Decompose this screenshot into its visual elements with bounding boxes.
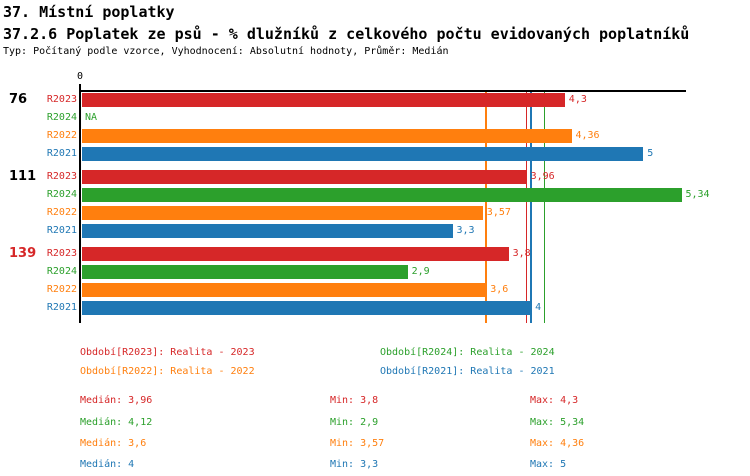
tick-label-R2023: R2023	[46, 171, 77, 182]
bar-R2023	[82, 247, 509, 261]
bar-R2021	[82, 301, 532, 315]
stat-max-R2024: Max: 5,34	[530, 417, 585, 428]
bar-R2024	[82, 265, 408, 279]
bar-value-label: 5	[647, 148, 654, 159]
tick-label-R2023: R2023	[46, 94, 77, 105]
median-line-R2023	[525, 92, 528, 323]
bar-value-label: 4,3	[568, 94, 587, 105]
bar-value-label: 4,36	[575, 130, 600, 141]
x-axis-line	[79, 90, 686, 92]
bar-R2023	[82, 93, 565, 107]
bar-R2022	[82, 283, 487, 297]
tick-label-R2021: R2021	[46, 225, 77, 236]
stat-median-R2024: Medián: 4,12	[80, 417, 153, 428]
bar-R2022	[82, 129, 572, 143]
stat-min-R2023: Min: 3,8	[330, 395, 379, 406]
bar-value-label: 3,96	[530, 171, 555, 182]
tick-label-R2023: R2023	[46, 248, 77, 259]
stat-max-R2022: Max: 4,36	[530, 438, 585, 449]
bar-R2022	[82, 206, 483, 220]
tick-label-R2022: R2022	[46, 284, 77, 295]
legend-item-R2023: Období[R2023]: Realita - 2023	[80, 347, 255, 358]
stat-min-R2022: Min: 3,57	[330, 438, 385, 449]
bar-value-label: 3,57	[486, 207, 511, 218]
axis-zero-label: 0	[76, 71, 84, 82]
legend-item-R2021: Období[R2021]: Realita - 2021	[380, 366, 555, 377]
legend-item-R2022: Období[R2022]: Realita - 2022	[80, 366, 255, 377]
chart-meta: Typ: Počítaný podle vzorce, Vyhodnocení:…	[3, 46, 449, 57]
bar-R2021	[82, 224, 453, 238]
tick-label-R2024: R2024	[46, 112, 77, 123]
stat-max-R2023: Max: 4,3	[530, 395, 579, 406]
tick-label-R2021: R2021	[46, 302, 77, 313]
stat-min-R2024: Min: 2,9	[330, 417, 379, 428]
tick-label-R2024: R2024	[46, 266, 77, 277]
group-label: 111	[9, 169, 37, 184]
bar-R2021	[82, 147, 644, 161]
bar-value-label: 2,9	[411, 266, 430, 277]
chart-subtitle: 37.2.6 Poplatek ze psů - % dlužníků z ce…	[3, 25, 690, 43]
bar-value-label: 5,34	[685, 189, 710, 200]
stat-max-R2021: Max: 5	[530, 459, 567, 470]
tick-label-R2021: R2021	[46, 148, 77, 159]
chart-title: 37. Místní poplatky	[3, 3, 175, 21]
bar-R2023	[82, 170, 527, 184]
stat-min-R2021: Min: 3,3	[330, 459, 379, 470]
tick-label-R2022: R2022	[46, 130, 77, 141]
bar-value-label: 3,3	[456, 225, 475, 236]
stat-median-R2021: Medián: 4	[80, 459, 135, 470]
bar-value-label: 4	[535, 302, 542, 313]
group-label: 76	[9, 92, 28, 107]
stat-median-R2023: Medián: 3,96	[80, 395, 153, 406]
bar-R2024	[82, 188, 682, 202]
median-line-R2024	[543, 92, 545, 323]
na-label: NA	[85, 112, 98, 123]
bar-value-label: 3,8	[512, 248, 531, 259]
legend-item-R2024: Období[R2024]: Realita - 2024	[380, 347, 555, 358]
group-label: 139	[9, 246, 37, 261]
stat-median-R2022: Medián: 3,6	[80, 438, 147, 449]
tick-label-R2024: R2024	[46, 189, 77, 200]
y-axis-line	[79, 84, 81, 323]
bar-value-label: 3,6	[490, 284, 509, 295]
median-line-R2021	[530, 92, 532, 323]
median-line-R2022	[485, 92, 487, 323]
tick-label-R2022: R2022	[46, 207, 77, 218]
